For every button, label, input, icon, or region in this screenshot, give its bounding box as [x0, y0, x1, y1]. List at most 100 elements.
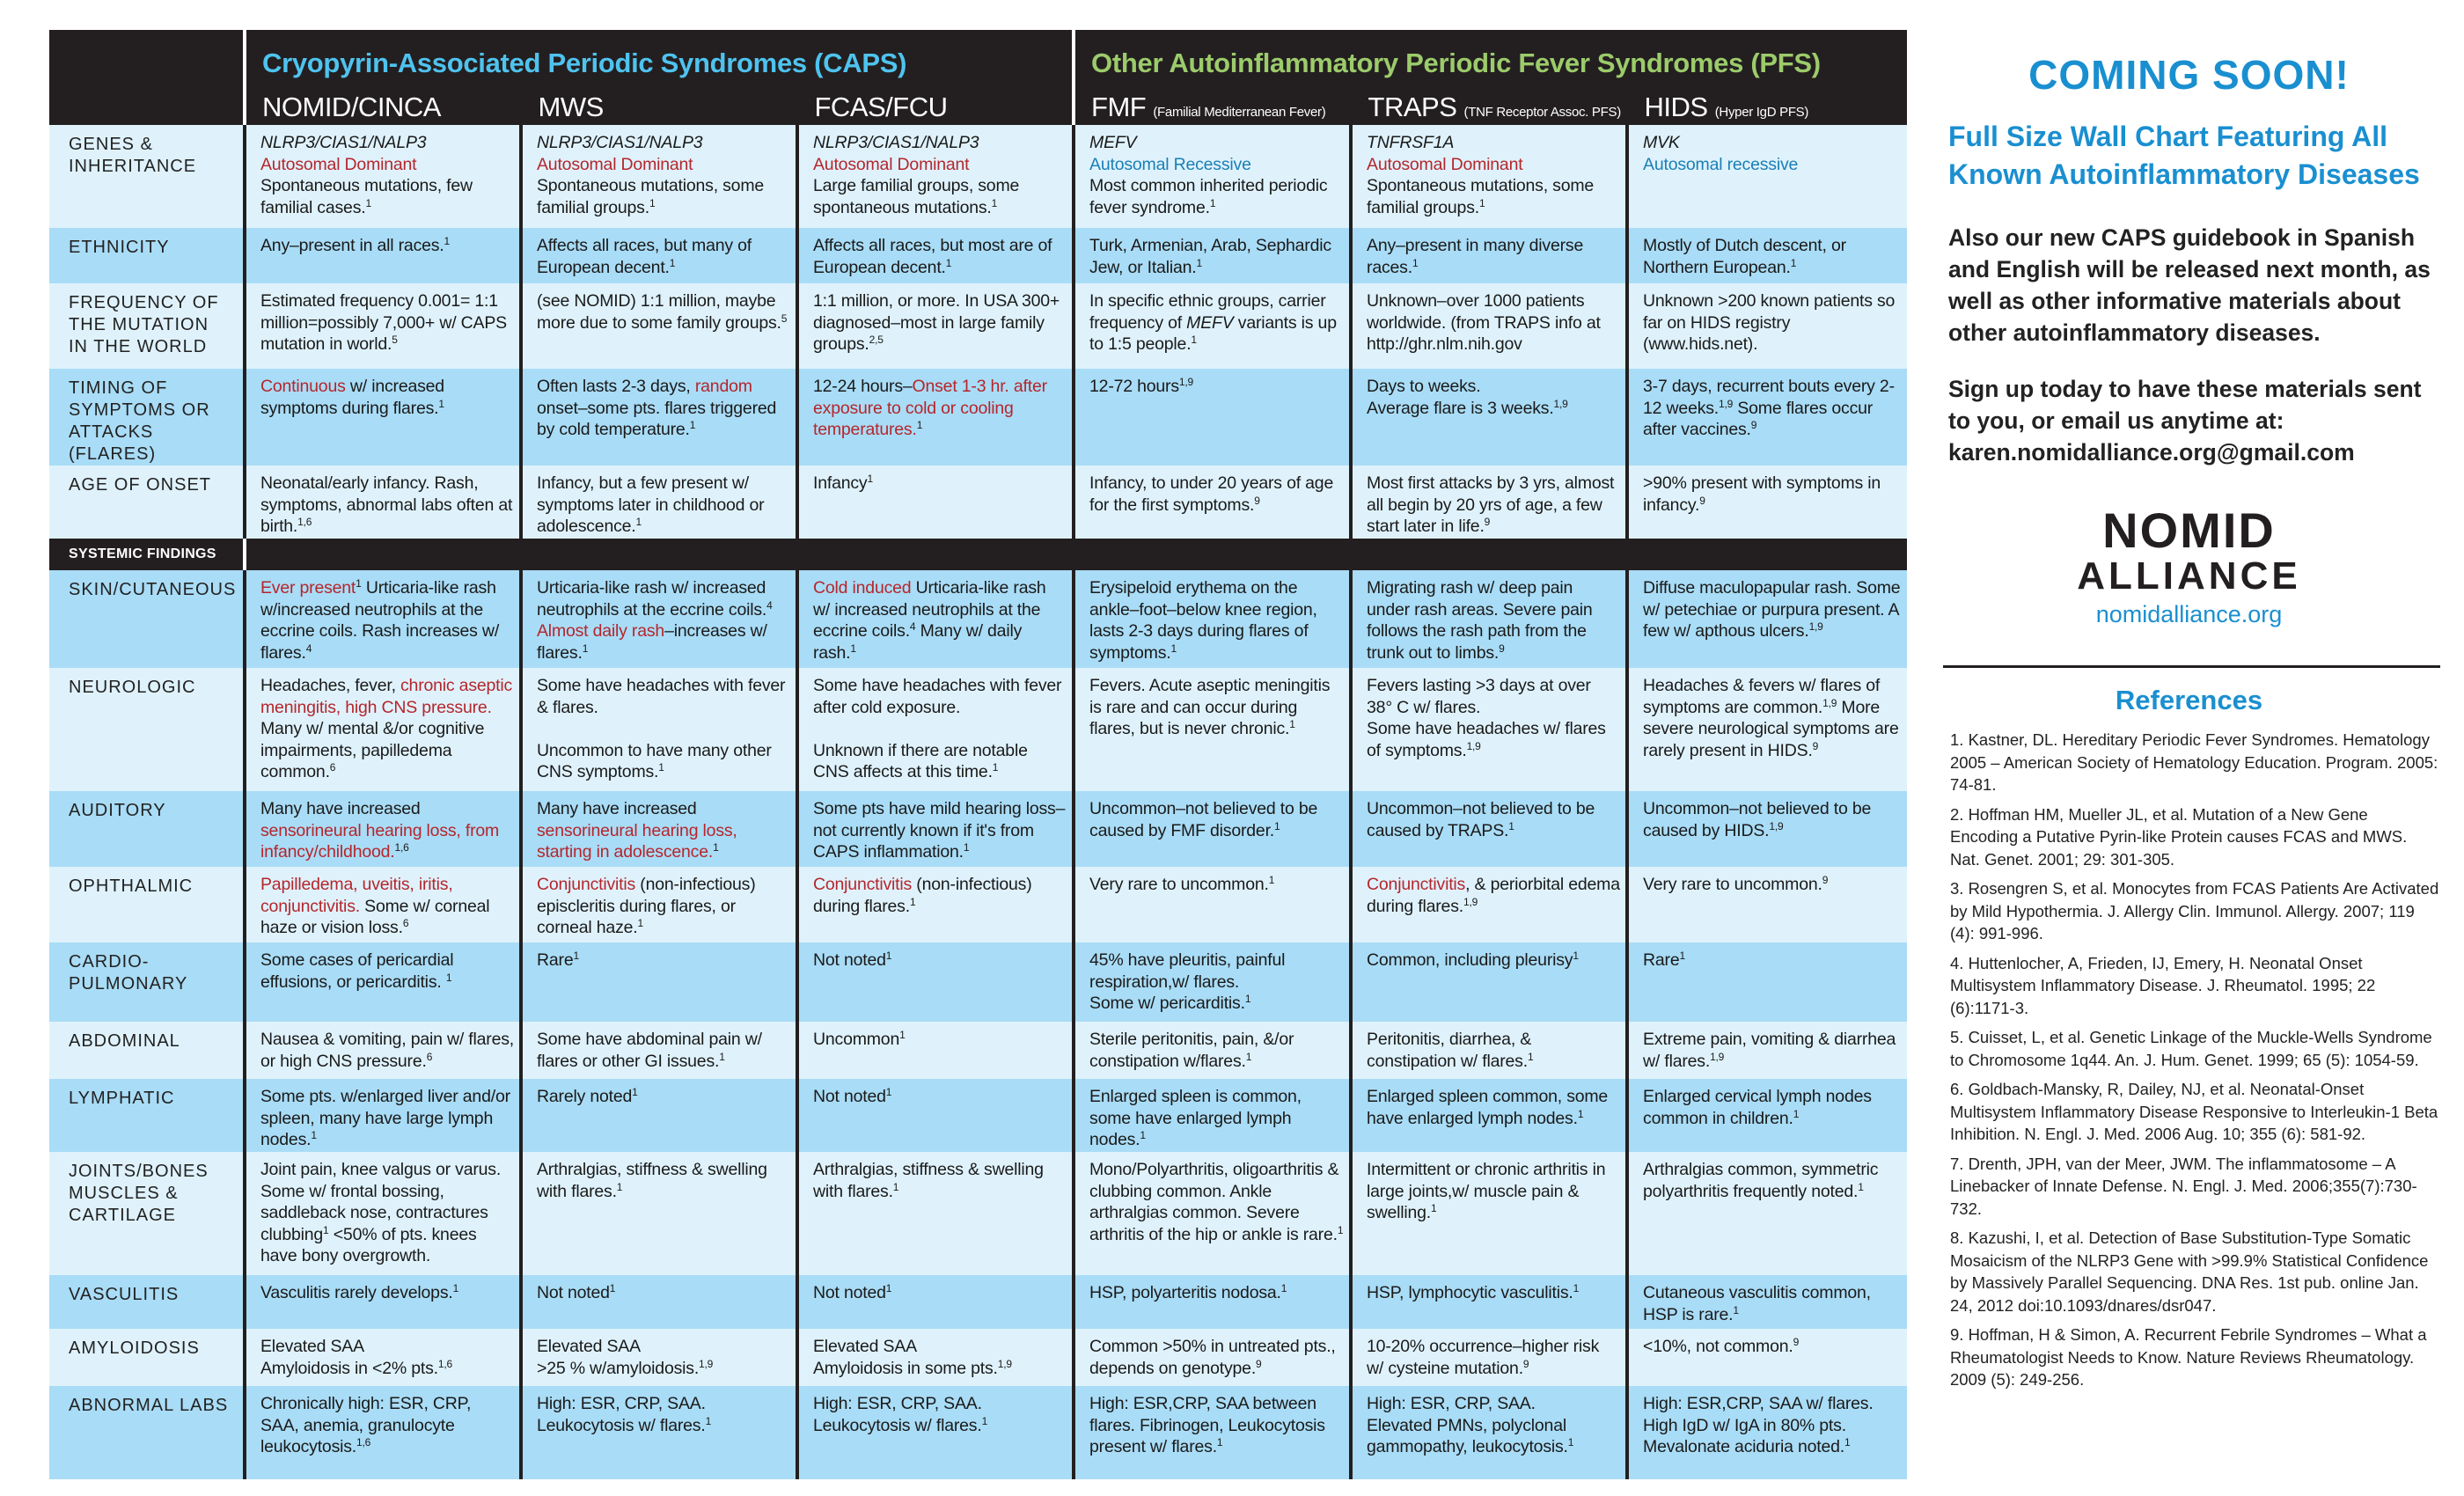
gene-name: TNFRSF1A [1367, 133, 1455, 152]
row-label: SKIN/CUTANEOUS [49, 570, 245, 668]
table-cell: Some cases of pericardial effusions, or … [243, 942, 521, 1022]
table-cell: HSP, polyarteritis nodosa.1 [1072, 1275, 1352, 1329]
citation-superscript: 6 [402, 917, 409, 929]
gene-name: NLRP3/CIAS1/NALP3 [537, 133, 703, 152]
citation-superscript: 1 [992, 761, 999, 774]
table-cell: High: ESR, CRP, SAA. Leukocytosis w/ fla… [519, 1386, 797, 1479]
cell-text: Infancy, to under 20 years of age for th… [1089, 473, 1334, 515]
citation-superscript: 1 [1567, 1436, 1574, 1448]
references-heading: References [2115, 685, 2263, 715]
cell-text: 12-72 hours [1089, 377, 1179, 396]
table-cell: <10%, not common.9 [1625, 1329, 1908, 1386]
cell-text: Often lasts 2-3 days, [537, 377, 695, 396]
table-cell: Enlarged cervical lymph nodes common in … [1625, 1079, 1908, 1152]
table-cell: Enlarged spleen is common, some have enl… [1072, 1079, 1352, 1152]
table-cell: Rare1 [519, 942, 797, 1022]
section-header-row: SYSTEMIC FINDINGS [49, 539, 1908, 570]
cell-text: Spontaneous mutations, some familial gro… [537, 176, 765, 217]
table-cell: 45% have pleuritis, painful respiration,… [1072, 942, 1352, 1022]
references-list: 1. Kastner, DL. Hereditary Periodic Feve… [1950, 729, 2439, 1398]
highlight-text: Conjunctivitis [813, 875, 913, 894]
header-corner [49, 30, 245, 83]
citation-superscript: 1 [1527, 1050, 1534, 1063]
cell-text: Most common inherited periodic fever syn… [1089, 176, 1328, 217]
table-cell: Mostly of Dutch descent, or Northern Eur… [1625, 228, 1908, 283]
citation-superscript: 1 [637, 917, 643, 929]
cell-text: –increases w/ flares. [537, 621, 767, 663]
table-cell: TNFRSF1A Autosomal Dominant Spontaneous … [1349, 125, 1628, 228]
cell-text: Not noted [813, 950, 886, 970]
highlight-text: Onset 1-3 hr. after exposure to cold or … [813, 377, 1047, 439]
divider [1943, 665, 2440, 668]
cell-text: w/ increased symptoms during flares. [260, 377, 444, 418]
citation-superscript: 1 [909, 895, 916, 908]
header-corner-bottom [49, 83, 245, 125]
citation-superscript: 1 [356, 577, 362, 590]
citation-superscript: 1 [323, 1223, 329, 1236]
cell-text: High: ESR, CRP, SAA. Leukocytosis w/ fla… [813, 1394, 982, 1435]
citation-superscript: 1,6 [394, 841, 409, 854]
table-row: NEUROLOGIC Headaches, fever, chronic asep… [49, 668, 1908, 791]
row-label: VASCULITIS [49, 1275, 245, 1329]
table-cell: Conjunctivitis (non-infectious) during f… [795, 867, 1074, 942]
cell-text: Erysipeloid erythema on the ankle–foot–b… [1089, 578, 1317, 663]
citation-superscript: 1,6 [437, 1357, 452, 1370]
table-cell: Often lasts 2-3 days, random onset–some … [519, 369, 797, 466]
cell-text: Days to weeks. Average flare is 3 weeks. [1367, 377, 1554, 418]
reference-item: 4. Huttenlocher, A, Frieden, IJ, Emery, … [1950, 953, 2376, 1017]
citation-superscript: 1 [609, 1282, 616, 1294]
table-cell: Conjunctivitis, & periorbital edema duri… [1349, 867, 1628, 942]
cell-text: High: ESR,CRP, SAA between flares. Fibri… [1089, 1394, 1325, 1456]
citation-superscript: 1,9 [1769, 819, 1784, 832]
cell-text: Not noted [813, 1087, 886, 1106]
citation-superscript: 1 [916, 419, 923, 431]
cell-text: <50% of pts. knees have bony overgrowth. [260, 1224, 477, 1266]
table-cell: Many have increased sensorineural hearin… [519, 791, 797, 867]
table-cell: HSP, lymphocytic vasculitis.1 [1349, 1275, 1628, 1329]
cell-text: Chronically high: ESR, CRP, SAA, anemia,… [260, 1394, 472, 1456]
table-cell: Unknown–over 1000 patients worldwide. (f… [1349, 283, 1628, 369]
cell-text: Fevers lasting >3 days at over 38° C w/ … [1367, 676, 1606, 760]
highlight-text: Autosomal Dominant [1367, 154, 1523, 174]
highlight-text: Autosomal Dominant [813, 154, 970, 174]
column-header-mws: MWS [519, 83, 797, 125]
highlight-text: sensorineural hearing loss, starting in … [537, 820, 737, 862]
column-name: HIDS [1644, 92, 1709, 122]
cell-text: Some have abdominal pain w/ flares or ot… [537, 1030, 762, 1071]
cell-text: 10-20% occurrence–higher risk w/ cystein… [1367, 1337, 1600, 1378]
citation-superscript: 1 [1858, 1180, 1864, 1193]
table-cell: In specific ethnic groups, carrier frequ… [1072, 283, 1352, 369]
cell-text: Autosomal Recessive [1089, 154, 1251, 174]
cell-text: Not noted [537, 1283, 610, 1302]
cell-text: Mono/Polyarthritis, oligoarthritis & clu… [1089, 1160, 1339, 1244]
citation-superscript: 1 [1577, 1107, 1584, 1120]
cell-text: Elevated SAA Amyloidosis in <2% pts. [260, 1337, 438, 1378]
row-label: ETHNICITY [49, 228, 245, 283]
gene-name: NLRP3/CIAS1/NALP3 [260, 133, 427, 152]
citation-superscript: 1 [1412, 256, 1419, 269]
table-cell: Diffuse maculopapular rash. Some w/ pete… [1625, 570, 1908, 668]
table-cell: Migrating rash w/ deep pain under rash a… [1349, 570, 1628, 668]
citation-superscript: 1,6 [356, 1436, 371, 1448]
cell-text: Mostly of Dutch descent, or Northern Eur… [1643, 236, 1846, 277]
table-cell: Continuous w/ increased symptoms during … [243, 369, 521, 466]
cell-text: Headaches & fevers w/ flares of symptoms… [1643, 676, 1881, 717]
citation-superscript: 1 [649, 196, 656, 209]
cell-text: Unknown >200 known patients so far on HI… [1643, 291, 1896, 354]
section-label: SYSTEMIC FINDINGS [49, 539, 245, 570]
column-subtitle: (Familial Mediterranean Fever) [1153, 105, 1326, 120]
cell-text: Turk, Armenian, Arab, Sephardic Jew, or … [1089, 236, 1331, 277]
citation-superscript: 9 [1793, 1336, 1800, 1348]
cell-text: Urticaria-like rash w/ increased neutrop… [537, 578, 767, 620]
citation-superscript: 1 [899, 1029, 906, 1041]
gene-name: MVK [1643, 133, 1680, 152]
table-row: ABDOMINAL Nausea & vomiting, pain w/ flar… [49, 1022, 1908, 1079]
logo-website-link[interactable]: nomidalliance.org [2095, 601, 2283, 627]
citation-superscript: 1 [705, 1414, 712, 1427]
table-cell: Cutaneous vasculitis common, HSP is rare… [1625, 1275, 1908, 1329]
citation-superscript: 1,9 [1710, 1050, 1725, 1063]
table-row: SKIN/CUTANEOUS Ever present1 Urticaria-li… [49, 570, 1908, 668]
cell-text: Spontaneous mutations, some familial gro… [1367, 176, 1595, 217]
cell-text: 45% have pleuritis, painful respiration,… [1089, 950, 1286, 1013]
citation-superscript: 1 [885, 1282, 892, 1294]
